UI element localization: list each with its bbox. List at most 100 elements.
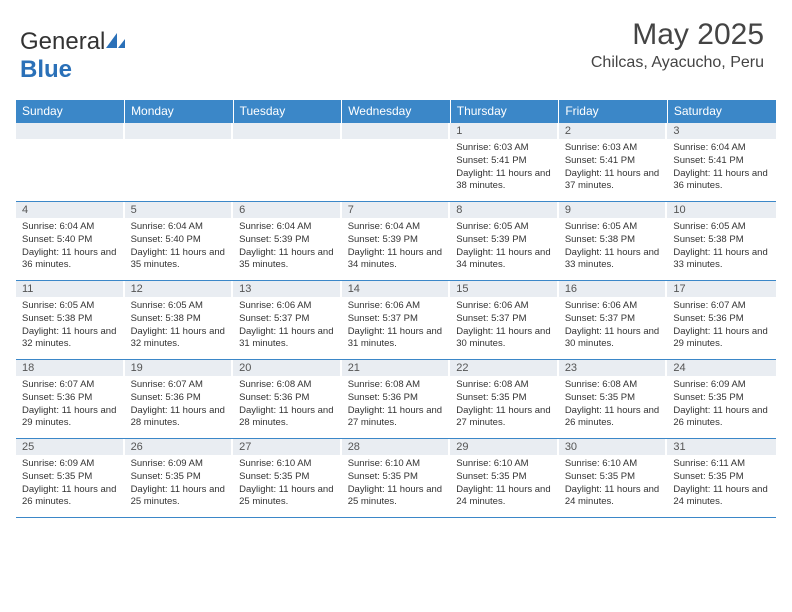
day-header: Sunday [16, 100, 125, 123]
calendar-cell: 5Sunrise: 6:04 AMSunset: 5:40 PMDaylight… [125, 202, 234, 281]
day-number: 26 [125, 439, 234, 455]
day-body: Sunrise: 6:05 AMSunset: 5:39 PMDaylight:… [450, 218, 559, 280]
day-body: Sunrise: 6:07 AMSunset: 5:36 PMDaylight:… [16, 376, 125, 438]
day-number: 30 [559, 439, 668, 455]
day-number: 6 [233, 202, 342, 218]
calendar-cell: 16Sunrise: 6:06 AMSunset: 5:37 PMDayligh… [559, 281, 668, 360]
day-number [233, 123, 342, 139]
day-body: Sunrise: 6:04 AMSunset: 5:40 PMDaylight:… [16, 218, 125, 280]
day-number: 20 [233, 360, 342, 376]
day-header: Tuesday [233, 100, 342, 123]
calendar-week: 11Sunrise: 6:05 AMSunset: 5:38 PMDayligh… [16, 281, 776, 360]
day-number: 27 [233, 439, 342, 455]
day-body: Sunrise: 6:04 AMSunset: 5:39 PMDaylight:… [342, 218, 451, 280]
day-body: Sunrise: 6:05 AMSunset: 5:38 PMDaylight:… [559, 218, 668, 280]
day-header: Wednesday [342, 100, 451, 123]
calendar-cell: 31Sunrise: 6:11 AMSunset: 5:35 PMDayligh… [667, 439, 776, 518]
day-body: Sunrise: 6:04 AMSunset: 5:39 PMDaylight:… [233, 218, 342, 280]
day-body: Sunrise: 6:09 AMSunset: 5:35 PMDaylight:… [667, 376, 776, 438]
day-body: Sunrise: 6:04 AMSunset: 5:41 PMDaylight:… [667, 139, 776, 201]
logo-text: GeneralBlue [20, 28, 127, 84]
calendar-cell: 17Sunrise: 6:07 AMSunset: 5:36 PMDayligh… [667, 281, 776, 360]
day-number: 24 [667, 360, 776, 376]
calendar-header-row: SundayMondayTuesdayWednesdayThursdayFrid… [16, 100, 776, 123]
logo-word1: General [20, 28, 105, 55]
day-body [125, 139, 234, 201]
day-body: Sunrise: 6:06 AMSunset: 5:37 PMDaylight:… [233, 297, 342, 359]
title-block: May 2025 Chilcas, Ayacucho, Peru [591, 18, 764, 72]
day-body: Sunrise: 6:08 AMSunset: 5:35 PMDaylight:… [450, 376, 559, 438]
calendar-cell: 10Sunrise: 6:05 AMSunset: 5:38 PMDayligh… [667, 202, 776, 281]
calendar-week: 18Sunrise: 6:07 AMSunset: 5:36 PMDayligh… [16, 360, 776, 439]
calendar-cell [16, 123, 125, 202]
day-body [342, 139, 451, 201]
day-body: Sunrise: 6:08 AMSunset: 5:36 PMDaylight:… [342, 376, 451, 438]
day-body: Sunrise: 6:07 AMSunset: 5:36 PMDaylight:… [125, 376, 234, 438]
day-number: 14 [342, 281, 451, 297]
calendar-cell: 7Sunrise: 6:04 AMSunset: 5:39 PMDaylight… [342, 202, 451, 281]
calendar-cell: 22Sunrise: 6:08 AMSunset: 5:35 PMDayligh… [450, 360, 559, 439]
calendar-cell: 25Sunrise: 6:09 AMSunset: 5:35 PMDayligh… [16, 439, 125, 518]
calendar-cell: 20Sunrise: 6:08 AMSunset: 5:36 PMDayligh… [233, 360, 342, 439]
logo: GeneralBlue [20, 18, 127, 84]
calendar-cell: 11Sunrise: 6:05 AMSunset: 5:38 PMDayligh… [16, 281, 125, 360]
calendar-cell: 6Sunrise: 6:04 AMSunset: 5:39 PMDaylight… [233, 202, 342, 281]
day-body: Sunrise: 6:05 AMSunset: 5:38 PMDaylight:… [667, 218, 776, 280]
day-header: Saturday [667, 100, 776, 123]
calendar-cell: 18Sunrise: 6:07 AMSunset: 5:36 PMDayligh… [16, 360, 125, 439]
day-number: 31 [667, 439, 776, 455]
day-body: Sunrise: 6:11 AMSunset: 5:35 PMDaylight:… [667, 455, 776, 517]
day-number: 21 [342, 360, 451, 376]
calendar-cell: 24Sunrise: 6:09 AMSunset: 5:35 PMDayligh… [667, 360, 776, 439]
calendar-week: 25Sunrise: 6:09 AMSunset: 5:35 PMDayligh… [16, 439, 776, 518]
calendar-cell: 3Sunrise: 6:04 AMSunset: 5:41 PMDaylight… [667, 123, 776, 202]
calendar-cell: 23Sunrise: 6:08 AMSunset: 5:35 PMDayligh… [559, 360, 668, 439]
calendar-cell: 19Sunrise: 6:07 AMSunset: 5:36 PMDayligh… [125, 360, 234, 439]
day-number: 19 [125, 360, 234, 376]
calendar-cell: 29Sunrise: 6:10 AMSunset: 5:35 PMDayligh… [450, 439, 559, 518]
day-number: 10 [667, 202, 776, 218]
day-body: Sunrise: 6:10 AMSunset: 5:35 PMDaylight:… [559, 455, 668, 517]
day-number: 29 [450, 439, 559, 455]
day-number: 12 [125, 281, 234, 297]
day-header: Friday [559, 100, 668, 123]
calendar-cell: 15Sunrise: 6:06 AMSunset: 5:37 PMDayligh… [450, 281, 559, 360]
day-number: 28 [342, 439, 451, 455]
day-number [16, 123, 125, 139]
calendar-cell: 28Sunrise: 6:10 AMSunset: 5:35 PMDayligh… [342, 439, 451, 518]
calendar-cell: 27Sunrise: 6:10 AMSunset: 5:35 PMDayligh… [233, 439, 342, 518]
day-number: 23 [559, 360, 668, 376]
calendar-week: 4Sunrise: 6:04 AMSunset: 5:40 PMDaylight… [16, 202, 776, 281]
day-number: 18 [16, 360, 125, 376]
calendar-cell: 21Sunrise: 6:08 AMSunset: 5:36 PMDayligh… [342, 360, 451, 439]
calendar-cell: 30Sunrise: 6:10 AMSunset: 5:35 PMDayligh… [559, 439, 668, 518]
day-body: Sunrise: 6:10 AMSunset: 5:35 PMDaylight:… [233, 455, 342, 517]
day-body: Sunrise: 6:04 AMSunset: 5:40 PMDaylight:… [125, 218, 234, 280]
day-number: 5 [125, 202, 234, 218]
day-body [233, 139, 342, 201]
day-number: 9 [559, 202, 668, 218]
page-title: May 2025 [591, 18, 764, 52]
calendar-cell: 9Sunrise: 6:05 AMSunset: 5:38 PMDaylight… [559, 202, 668, 281]
day-number: 17 [667, 281, 776, 297]
day-body [16, 139, 125, 201]
day-number: 25 [16, 439, 125, 455]
day-header: Thursday [450, 100, 559, 123]
day-number: 8 [450, 202, 559, 218]
day-number [125, 123, 234, 139]
day-number: 2 [559, 123, 668, 139]
day-number: 3 [667, 123, 776, 139]
calendar-table: SundayMondayTuesdayWednesdayThursdayFrid… [16, 100, 776, 518]
calendar-cell: 2Sunrise: 6:03 AMSunset: 5:41 PMDaylight… [559, 123, 668, 202]
day-body: Sunrise: 6:06 AMSunset: 5:37 PMDaylight:… [450, 297, 559, 359]
calendar-cell: 12Sunrise: 6:05 AMSunset: 5:38 PMDayligh… [125, 281, 234, 360]
day-number: 15 [450, 281, 559, 297]
day-number: 16 [559, 281, 668, 297]
calendar-cell: 14Sunrise: 6:06 AMSunset: 5:37 PMDayligh… [342, 281, 451, 360]
calendar-cell: 8Sunrise: 6:05 AMSunset: 5:39 PMDaylight… [450, 202, 559, 281]
day-number: 4 [16, 202, 125, 218]
day-number: 11 [16, 281, 125, 297]
day-body: Sunrise: 6:03 AMSunset: 5:41 PMDaylight:… [450, 139, 559, 201]
calendar-cell [233, 123, 342, 202]
day-body: Sunrise: 6:10 AMSunset: 5:35 PMDaylight:… [450, 455, 559, 517]
